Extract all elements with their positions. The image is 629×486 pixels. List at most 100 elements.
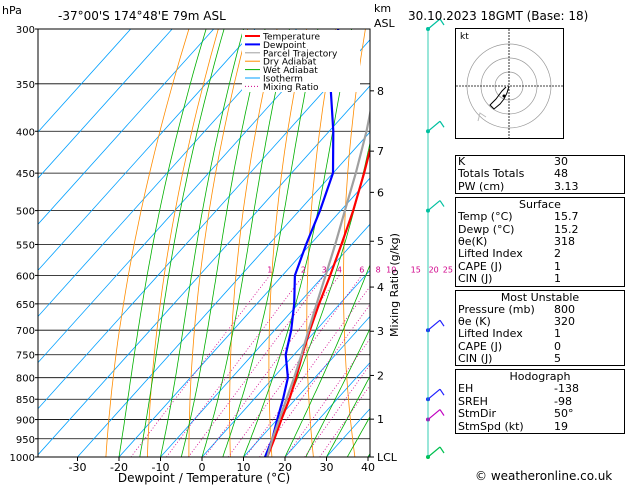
dewpoint-trace <box>264 29 340 457</box>
isotherm-line <box>38 29 297 318</box>
indices-box: K 30 Totals Totals 48 PW (cm) 3.13 <box>455 155 625 195</box>
wet-adiabat-line <box>180 29 266 457</box>
pressure-tick-label: 1000 <box>10 453 35 464</box>
mixing-ratio-label: 3 <box>322 265 327 274</box>
hodo-units: kt <box>460 32 469 42</box>
mixing-ratio-line <box>166 275 304 457</box>
unstable-row: CIN (J) 5 <box>458 352 561 366</box>
wind-barb <box>427 388 441 400</box>
wet-adiabat-line <box>326 375 370 457</box>
km-tick-label: 6 <box>377 186 384 199</box>
index-row: K 30 <box>458 155 568 168</box>
mixing-ratio-axis-label: Mixing Ratio (g/kg) <box>388 233 401 337</box>
wind-barb <box>427 319 441 331</box>
hodograph-plot: kt <box>456 29 563 138</box>
unstable-row: CAPE (J) 0 <box>458 339 561 353</box>
surface-row: Lifted Index 2 <box>458 247 561 261</box>
datetime-title: 30.10.2023 18GMT (Base: 18) <box>408 9 588 23</box>
wind-barb-flag <box>439 388 445 396</box>
mixing-ratio-label: 2 <box>301 265 306 274</box>
surface-title: Surface <box>519 198 561 212</box>
mixing-ratio-label: 20 <box>429 265 439 274</box>
pressure-tick-label: 850 <box>16 395 35 406</box>
surface-row: CAPE (J) 1 <box>458 259 561 273</box>
legend-label: Parcel Trajectory <box>263 49 338 59</box>
pressure-tick-label: 800 <box>16 374 35 385</box>
wind-barb <box>427 446 441 458</box>
km-tick-label: 8 <box>377 85 384 98</box>
dry-adiabat-line <box>413 29 438 457</box>
dry-adiabat-line <box>229 29 278 457</box>
isotherm-line <box>118 177 370 457</box>
wind-barb-flag <box>439 18 445 26</box>
mixing-ratio-line <box>285 338 370 457</box>
temp-tick-label: 40 <box>361 461 375 474</box>
wet-adiabat-line <box>305 327 370 457</box>
unstable-row: Lifted Index 1 <box>458 327 561 341</box>
unstable-row: Pressure (mb) 800 <box>458 302 575 316</box>
location-title: -37°00'S 174°48'E 79m ASL <box>58 9 226 23</box>
km-label: km <box>374 2 391 15</box>
wet-adiabat-line <box>160 29 244 457</box>
mixing-ratio-line <box>319 384 370 457</box>
temp-tick-label: 10 <box>237 461 251 474</box>
mixing-ratio-label: 25 <box>443 265 453 274</box>
most-unstable-box: Most Unstable Pressure (mb) 800 θe (K) 320… <box>455 289 625 367</box>
pressure-tick-label: 600 <box>16 271 35 282</box>
wet-adiabat-line <box>139 29 225 457</box>
pressure-tick-label: 650 <box>16 300 35 311</box>
dry-adiabat-line <box>268 29 307 457</box>
legend-label: Wet Adiabat <box>263 66 318 76</box>
isotherm-line <box>38 29 256 271</box>
mixing-ratio-label: 4 <box>337 265 342 274</box>
isotherm-line <box>38 29 214 225</box>
surface-row: Dewp (°C) 15.2 <box>458 222 579 236</box>
legend-label: Isotherm <box>263 75 303 85</box>
wind-barb <box>427 120 441 132</box>
pressure-tick-label: 550 <box>16 240 35 251</box>
hodo-row: SREH -98 <box>458 394 572 408</box>
legend-label: Mixing Ratio <box>263 83 319 93</box>
pressure-tick-label: 900 <box>16 416 35 427</box>
km-tick-label: 5 <box>377 235 384 248</box>
wet-adiabat-line <box>284 263 370 457</box>
mixing-ratio-line <box>304 363 370 457</box>
isotherm-line <box>38 29 131 133</box>
plot-grid <box>38 29 438 457</box>
dry-adiabat-line <box>147 29 219 457</box>
mixing-ratio-label: 15 <box>411 265 421 274</box>
most-unstable-title: Most Unstable <box>500 290 580 304</box>
hpa-label: hPa <box>2 4 22 17</box>
pressure-tick-label: 700 <box>16 326 35 337</box>
hodo-row: EH -138 <box>458 382 579 396</box>
mixing-ratio-line <box>130 275 271 457</box>
isotherm-line <box>38 29 173 179</box>
mixing-ratio-label: 10 <box>386 265 396 274</box>
parcel-trajectory-trace <box>266 108 370 457</box>
wind-barb-flag <box>439 409 445 416</box>
isotherm-line <box>284 361 370 457</box>
wind-barb-flag <box>439 319 445 327</box>
dry-adiabat-line <box>343 29 366 457</box>
wind-barbs <box>426 18 445 459</box>
hodo-row: StmSpd (kt) 19 <box>458 419 568 433</box>
copyright: © weatheronline.co.uk <box>475 469 613 483</box>
pressure-tick-label: 400 <box>16 127 35 138</box>
isotherm-line <box>77 131 370 457</box>
legend-background <box>242 30 360 92</box>
wind-barb-flag <box>439 446 445 454</box>
surface-row: CIN (J) 1 <box>458 272 561 286</box>
unstable-row: θe (K) 320 <box>458 314 575 328</box>
km-tick-label: LCL <box>377 451 398 464</box>
legend-label: Dry Adiabat <box>263 58 317 68</box>
pressure-tick-label: 450 <box>16 169 35 180</box>
isotherm-line <box>243 315 370 457</box>
hodograph: kt <box>455 28 564 139</box>
legend-label: Dewpoint <box>263 41 306 51</box>
isotherm-line <box>160 223 370 457</box>
asl-label: ASL <box>374 17 396 30</box>
mixing-ratio-line <box>204 275 340 457</box>
axes: 3003504004505005506006507007508008509009… <box>10 25 453 474</box>
plot-frame <box>37 28 371 458</box>
mixing-ratio-label: 1 <box>267 265 272 274</box>
